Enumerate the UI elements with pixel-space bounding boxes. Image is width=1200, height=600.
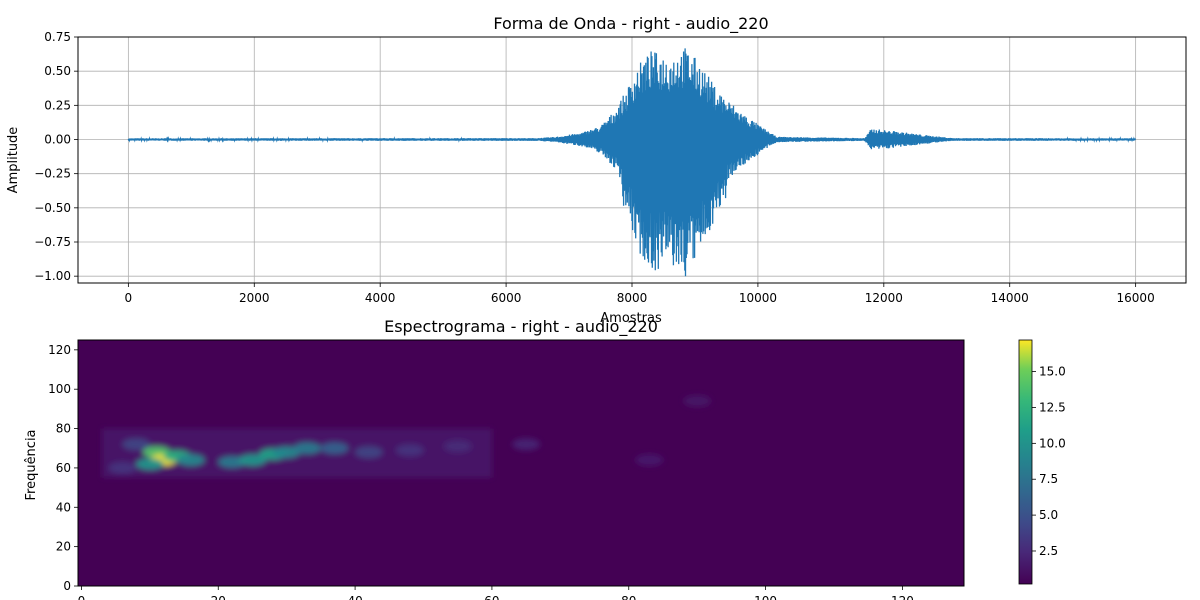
colorbar-tick-label: 10.0 (1039, 436, 1066, 450)
spectrogram-cell (238, 454, 267, 467)
y-tick-label: 20 (56, 540, 71, 554)
y-tick-label: 40 (56, 500, 71, 514)
waveform-title: Forma de Onda - right - audio_220 (493, 14, 768, 34)
spectrogram-y-ticks: 0 20 40 60 80 100 120 (48, 343, 78, 593)
x-tick-label: 20 (211, 594, 226, 600)
spectrogram-subplot: 0 20 40 60 80 100 120 0 20 40 60 80 100 120 Frequênc… (24, 339, 1066, 600)
colorbar-tick-label: 15.0 (1039, 365, 1066, 379)
spectrogram-cell (512, 438, 541, 451)
waveform-subplot: Forma de Onda - right - audio_220 0 2000 4… (6, 14, 1187, 305)
waveform-x-ticks: 0 2000 4000 6000 8000 10000 12000 14000 16000 (125, 283, 1155, 305)
x-tick-label: 4000 (365, 291, 396, 305)
y-tick-label: 60 (56, 461, 71, 475)
y-tick-label: 120 (48, 343, 71, 357)
colorbar-tick-label: 12.5 (1039, 400, 1066, 414)
x-tick-label: 14000 (991, 291, 1029, 305)
spectrogram-cell (122, 438, 151, 451)
y-tick-label: 0.00 (44, 133, 71, 147)
x-tick-label: 100 (754, 594, 777, 600)
y-tick-label: 0.75 (44, 30, 71, 44)
spectrogram-ylabel: Frequência (24, 429, 39, 500)
x-tick-label: 2000 (239, 291, 270, 305)
x-tick-label: 120 (891, 594, 914, 600)
x-tick-label: 40 (347, 594, 362, 600)
spectrogram-title: Espectrograma - right - audio_220 (384, 317, 658, 337)
spectrogram-image (78, 340, 964, 586)
y-tick-label: 100 (48, 382, 71, 396)
colorbar (1018, 339, 1033, 585)
spectrogram-x-ticks: 0 20 40 60 80 100 120 (78, 586, 914, 600)
colorbar-tick-label: 2.5 (1039, 544, 1058, 558)
x-tick-label: 12000 (865, 291, 903, 305)
colorbar-tick-label: 5.0 (1039, 508, 1058, 522)
waveform-y-ticks: 0.75 0.50 0.25 0.00 −0.25 −0.50 −0.75 −1.00 (34, 30, 78, 283)
y-tick-label: 80 (56, 422, 71, 436)
y-tick-label: −0.25 (34, 167, 71, 181)
spectrogram-cell (443, 440, 472, 453)
y-tick-label: −0.75 (34, 235, 71, 249)
x-tick-label: 0 (78, 594, 86, 600)
spectrogram-cell (135, 457, 164, 470)
x-tick-label: 6000 (491, 291, 522, 305)
waveform-xlabel: Amostras (600, 311, 662, 326)
x-tick-label: 60 (484, 594, 499, 600)
spectrogram-cell (683, 395, 712, 408)
x-tick-label: 10000 (739, 291, 777, 305)
spectrogram-cell (108, 461, 137, 474)
spectrogram-cell (320, 442, 349, 455)
colorbar-ticks: 2.5 5.0 7.5 10.0 12.5 15.0 (1032, 365, 1066, 558)
x-tick-label: 8000 (617, 291, 648, 305)
waveform-line (127, 48, 1137, 277)
waveform-ylabel: Amplitude (6, 127, 21, 194)
y-tick-label: 0.25 (44, 98, 71, 112)
waveform-path (127, 48, 1137, 277)
spectrogram-cell (293, 442, 322, 455)
spectrogram-cell (395, 444, 424, 457)
y-tick-label: −0.50 (34, 201, 71, 215)
spectrogram-frame (77, 339, 965, 587)
spectrogram-cell (635, 454, 664, 467)
colorbar-tick-label: 7.5 (1039, 472, 1058, 486)
y-tick-label: −1.00 (34, 269, 71, 283)
y-tick-label: 0 (63, 579, 71, 593)
spectrogram-cell (176, 454, 205, 467)
x-tick-label: 16000 (1117, 291, 1155, 305)
x-tick-label: 80 (621, 594, 636, 600)
spectrogram-cell (354, 446, 383, 459)
x-tick-label: 0 (125, 291, 133, 305)
y-tick-label: 0.50 (44, 64, 71, 78)
